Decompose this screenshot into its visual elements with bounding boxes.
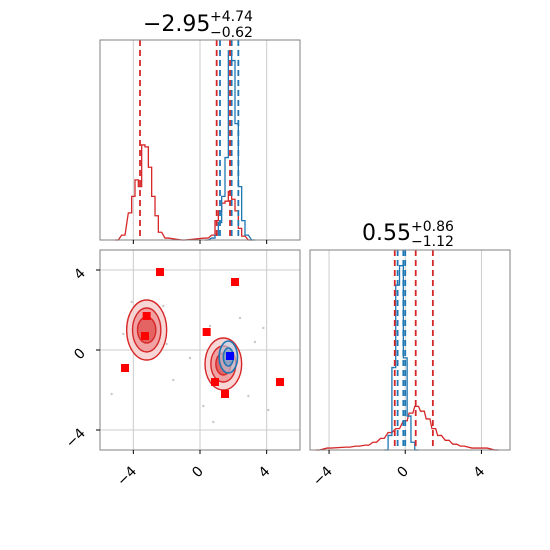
joint-xtick-label-1: 0 (189, 464, 207, 482)
param1-title-median: −2.95 (143, 12, 210, 37)
param2-title-plus: +0.86 (411, 219, 454, 235)
joint-sample-point-2 (162, 304, 165, 308)
joint-ytick-label-1: 0 (71, 346, 89, 364)
joint-ytick-label-2: 4 (71, 265, 89, 283)
joint-sample-point-11 (212, 420, 215, 424)
joint-sample-point-0 (130, 300, 133, 304)
joint-red-marker-5 (121, 364, 129, 372)
joint-xtick-label-0: −4 (114, 463, 140, 489)
joint-sample-point-10 (238, 316, 242, 320)
param2-title-median: 0.55 (362, 221, 411, 246)
joint-red-marker-1 (231, 278, 239, 286)
joint-red-marker-7 (221, 390, 229, 398)
joint-red-marker-4 (202, 328, 211, 336)
joint-sample-point-8 (247, 394, 250, 398)
param2-xtick-label-2: 4 (471, 463, 489, 481)
param2-blue-histogram (384, 265, 419, 451)
joint-red-marker-8 (276, 378, 284, 386)
joint-sample-point-6 (202, 404, 205, 408)
joint-sample-point-4 (122, 332, 125, 336)
joint-sample-point-7 (208, 324, 212, 328)
param2-red-histogram (315, 405, 499, 451)
param1-red-histogram (115, 144, 252, 241)
param1-histogram-panel (99, 39, 301, 244)
joint-sample-point-15 (188, 356, 192, 360)
param1-title: −2.95 +4.74 −0.62 (143, 9, 253, 41)
joint-distribution-panel: −4 0 4 −4 0 4 (63, 249, 301, 489)
joint-blue-marker-0 (226, 352, 234, 360)
param2-title-minus: −1.12 (411, 234, 454, 250)
joint-ytick-label-0: −4 (63, 425, 89, 451)
joint-sample-point-14 (262, 326, 265, 330)
param2-title: 0.55 +0.86 −1.12 (362, 219, 454, 250)
joint-red-marker-3 (141, 332, 149, 340)
joint-sample-point-3 (165, 342, 168, 346)
joint-sample-point-5 (172, 378, 175, 382)
param2-xtick-label-0: −4 (310, 463, 336, 489)
param1-title-plus: +4.74 (210, 9, 253, 25)
joint-red-marker-2 (142, 312, 151, 320)
joint-sample-point-13 (267, 408, 270, 412)
joint-sample-point-9 (253, 340, 257, 344)
param1-title-minus: −0.62 (210, 25, 253, 41)
param2-histogram-panel: −4 0 4 (309, 249, 511, 489)
joint-red-marker-6 (211, 378, 219, 386)
joint-sample-point-12 (110, 392, 113, 396)
joint-red-marker-0 (156, 268, 164, 276)
param2-histogram-frame (309, 249, 511, 451)
param2-xtick-label-1: 0 (394, 464, 412, 482)
joint-xtick-label-2: 4 (256, 463, 274, 481)
param2-histogram-background (310, 250, 510, 450)
